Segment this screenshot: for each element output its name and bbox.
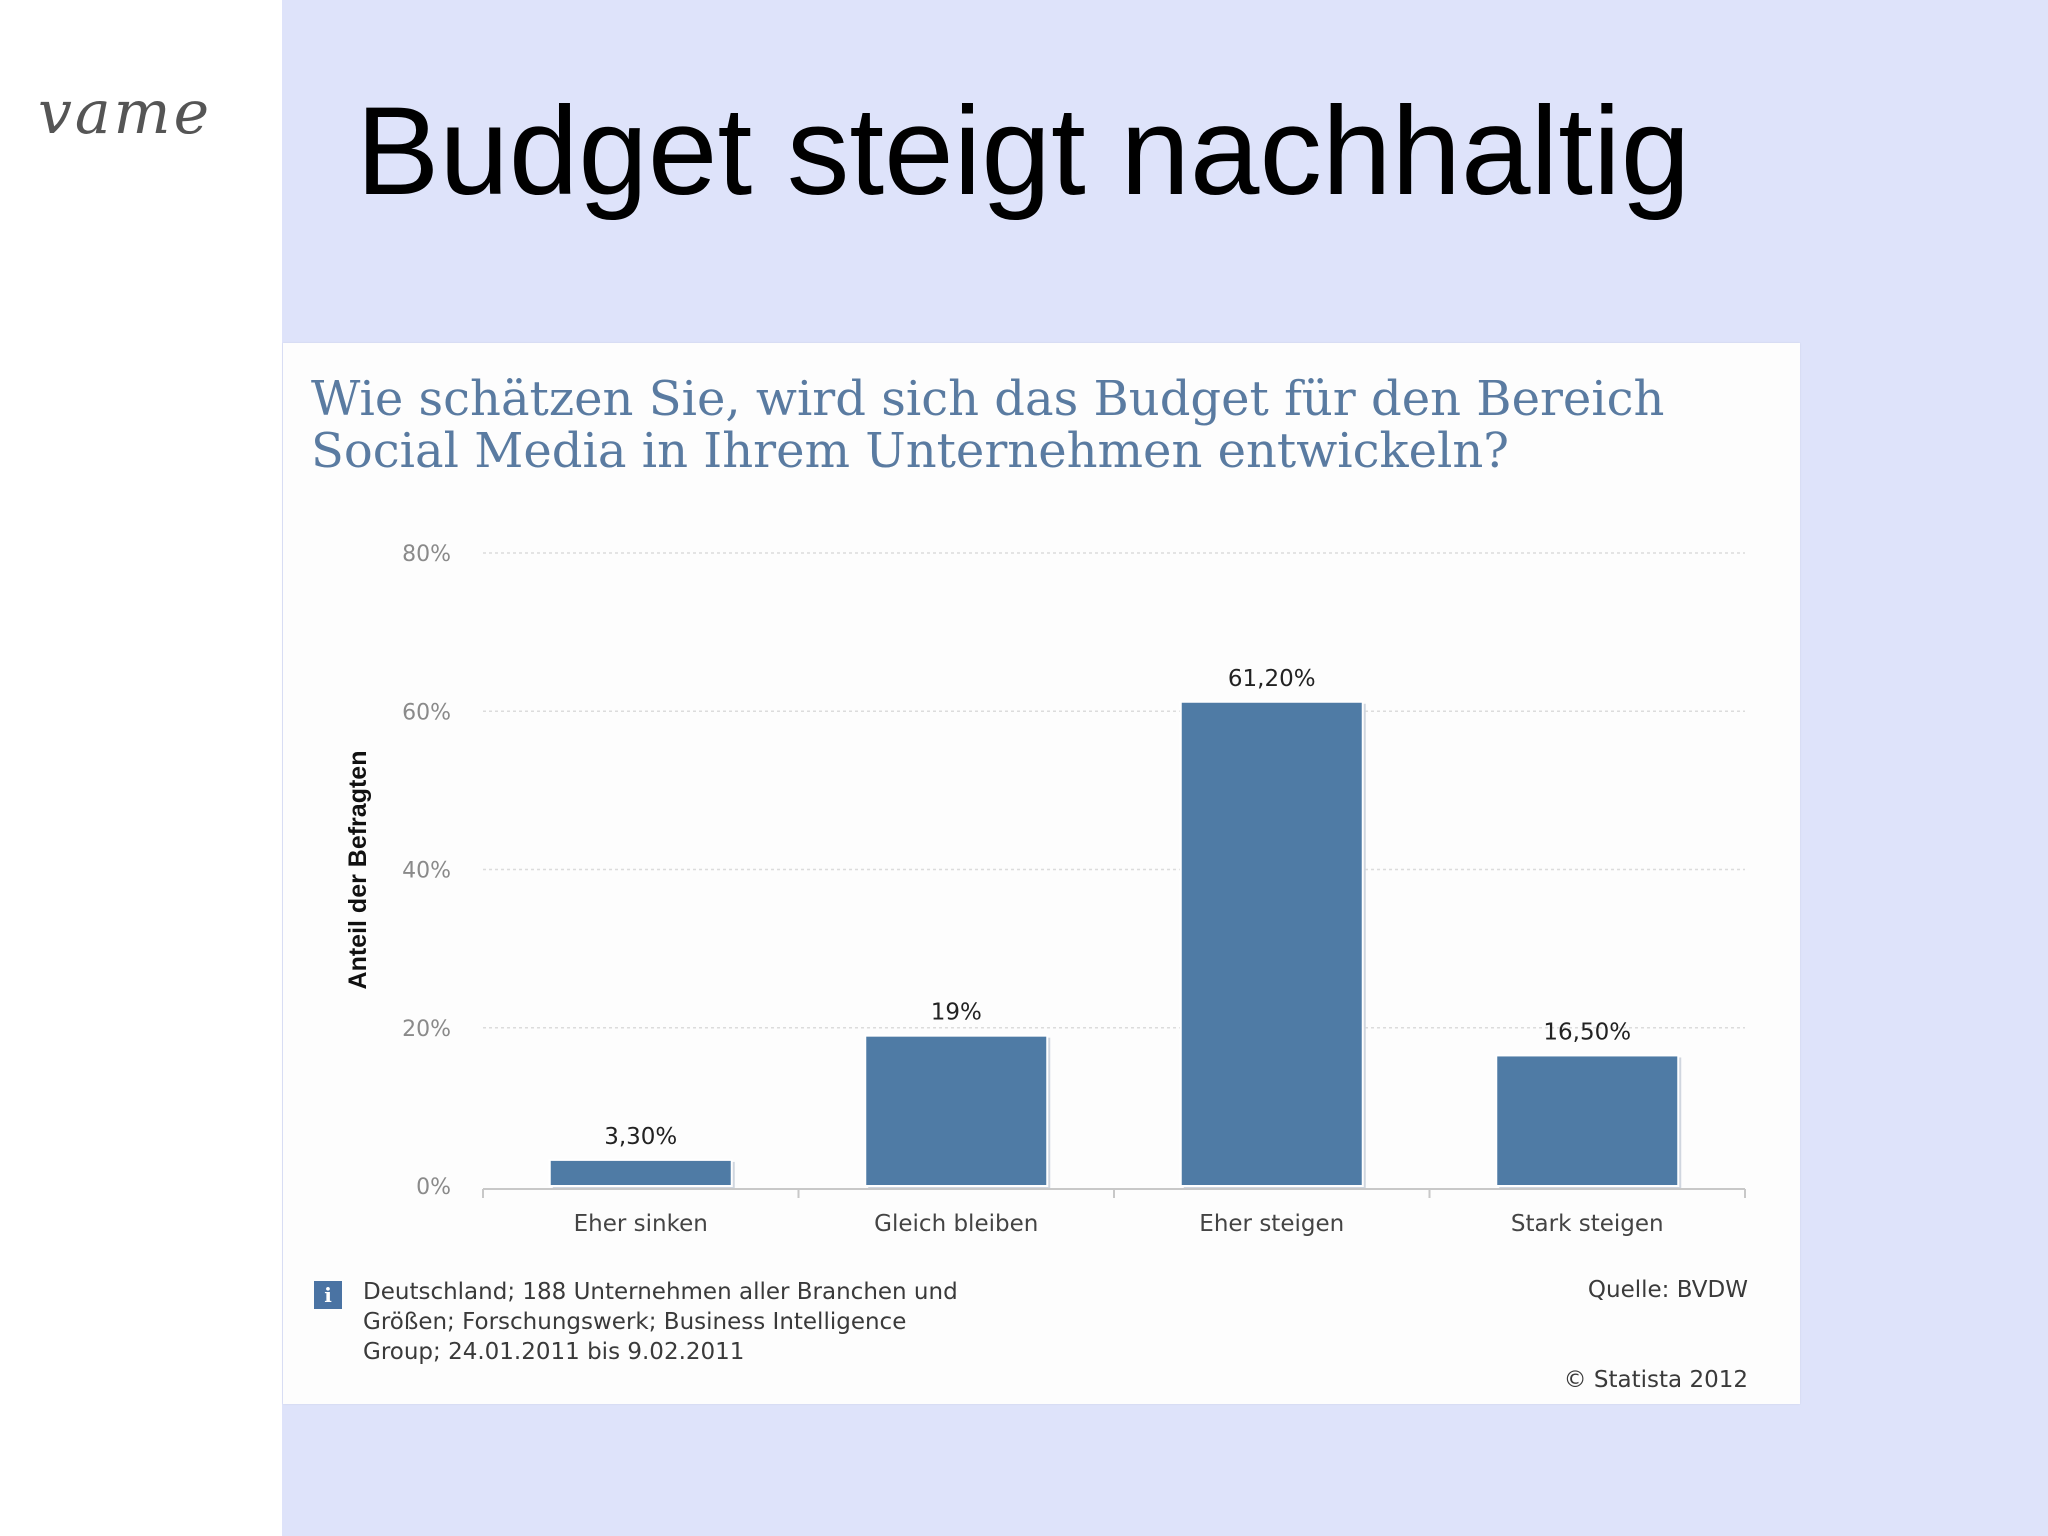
chart-title: Wie schätzen Sie, wird sich das Budget f… bbox=[311, 371, 1665, 479]
data-label: 19% bbox=[931, 1000, 982, 1026]
chart-panel: Wie schätzen Sie, wird sich das Budget f… bbox=[283, 343, 1800, 1404]
vame-logo: vame bbox=[38, 78, 213, 148]
bar bbox=[1495, 1054, 1680, 1187]
y-tick-label: 80% bbox=[402, 542, 451, 567]
left-sidebar: vame bbox=[0, 0, 282, 1536]
data-label: 3,30% bbox=[604, 1124, 677, 1150]
copyright-label: © Statista 2012 bbox=[1563, 1367, 1748, 1393]
y-tick-label: 60% bbox=[402, 700, 451, 725]
source-label: Quelle: BVDW bbox=[1587, 1277, 1748, 1303]
bar bbox=[864, 1034, 1049, 1187]
data-label: 61,20% bbox=[1228, 666, 1316, 692]
x-tick-label: Eher sinken bbox=[574, 1211, 708, 1237]
x-tick-label: Stark steigen bbox=[1511, 1211, 1664, 1237]
slide-title: Budget steigt nachhaltig bbox=[356, 82, 1691, 221]
y-tick-label: 0% bbox=[416, 1175, 451, 1200]
y-axis-label: Anteil der Befragten bbox=[344, 751, 372, 990]
footnote-line: Group; 24.01.2011 bis 9.02.2011 bbox=[363, 1339, 745, 1365]
x-tick-label: Gleich bleiben bbox=[874, 1211, 1038, 1237]
y-tick-label: 20% bbox=[402, 1017, 451, 1042]
footnote-line: Deutschland; 188 Unternehmen aller Branc… bbox=[363, 1279, 958, 1305]
x-tick-label: Eher steigen bbox=[1199, 1211, 1344, 1237]
bar bbox=[1179, 700, 1364, 1187]
footnote: Deutschland; 188 Unternehmen aller Branc… bbox=[363, 1277, 963, 1367]
bar-chart: 0% 20% 40% 60% 80% 3,30% Eher sinken 19% Gleich … bbox=[344, 542, 1746, 1237]
info-icon[interactable]: i bbox=[314, 1281, 342, 1309]
data-label: 16,50% bbox=[1543, 1019, 1631, 1045]
y-tick-label: 40% bbox=[402, 859, 451, 884]
footnote-line: Größen; Forschungswerk; Business Intelli… bbox=[363, 1309, 907, 1335]
bar bbox=[548, 1158, 733, 1187]
